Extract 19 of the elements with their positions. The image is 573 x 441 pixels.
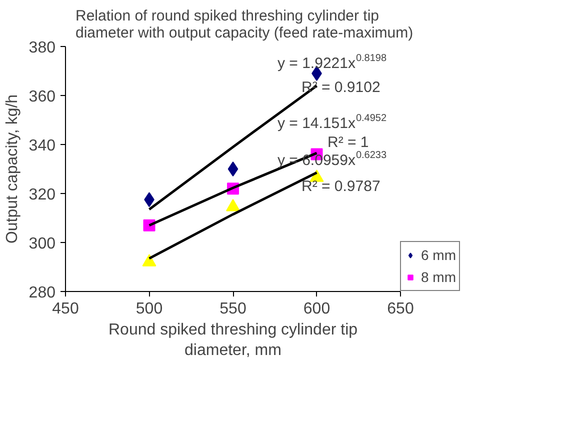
legend-label: 8 mm bbox=[421, 269, 456, 285]
y-tick-label: 360 bbox=[28, 88, 56, 106]
y-axis-title: Output capacity, kg/h bbox=[4, 94, 21, 244]
x-axis-title: Round spiked threshing cylinder tip diameter, mm bbox=[108, 322, 358, 359]
chart-title: Relation of round spiked threshing cylinder tip diameter with output capacity (feed rate-maximum) bbox=[76, 8, 414, 42]
annotation: R² = 1 bbox=[328, 134, 369, 151]
x-tick-label: 500 bbox=[136, 300, 163, 318]
legend-label: 6 mm bbox=[421, 247, 456, 263]
y-tick-label: 300 bbox=[28, 236, 56, 252]
y-tick-label: 320 bbox=[28, 186, 56, 204]
annotation: R² = 0.9787 bbox=[302, 178, 380, 195]
x-tick-label: 450 bbox=[52, 300, 79, 318]
point bbox=[228, 162, 238, 176]
y-tick-label: 280 bbox=[28, 284, 56, 302]
y-tick-label: 340 bbox=[28, 138, 56, 154]
x-tick-label: 650 bbox=[387, 300, 414, 318]
x-tick-label: 550 bbox=[220, 300, 246, 318]
x-tick-label: 600 bbox=[303, 300, 330, 318]
y-tick-label: 380 bbox=[28, 40, 56, 56]
